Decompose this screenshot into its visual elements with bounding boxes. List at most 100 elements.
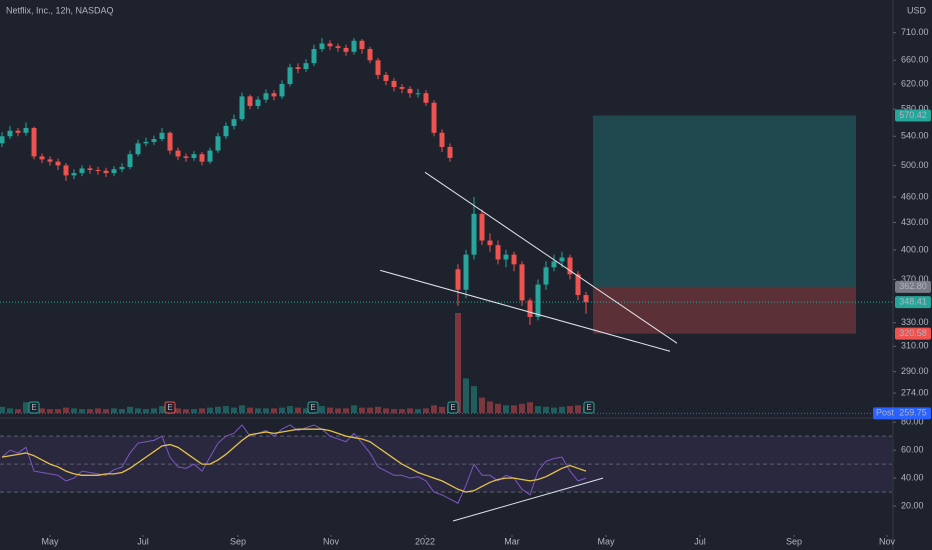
- volume-bar: [471, 386, 477, 413]
- volume-bar: [159, 406, 165, 413]
- y-tick-label: 660.00: [901, 55, 929, 65]
- volume-bar: [399, 409, 405, 413]
- rsi-line: [1, 424, 587, 504]
- volume-bar: [215, 406, 221, 413]
- volume-bar: [319, 406, 325, 413]
- currency: USD: [907, 5, 927, 15]
- candle-body: [127, 154, 133, 167]
- candle-body: [215, 136, 221, 151]
- volume-bar: [455, 313, 461, 413]
- y-tick-label: 620.00: [901, 78, 929, 88]
- volume-bar: [479, 397, 485, 413]
- volume-bar: [127, 406, 133, 413]
- y-tick-label: 400.00: [901, 244, 929, 254]
- candle-body: [119, 166, 125, 170]
- volume-bar: [383, 408, 389, 413]
- candle-body: [111, 169, 117, 174]
- x-tick-label: Nov: [323, 536, 340, 546]
- volume-bar: [183, 409, 189, 413]
- rsi-line: [1, 428, 587, 493]
- candle-body: [343, 47, 349, 52]
- volume-bar: [55, 409, 61, 413]
- volume-bar: [551, 407, 557, 413]
- candle-body: [135, 143, 141, 155]
- candle-body: [199, 154, 205, 162]
- candle-body: [407, 88, 413, 94]
- volume-bar: [255, 408, 261, 413]
- candle-body: [303, 63, 309, 70]
- y-tick-label: 310.00: [901, 341, 929, 351]
- candle-body: [327, 43, 333, 47]
- earnings-marker: [28, 401, 40, 414]
- candle-body: [271, 93, 277, 97]
- candle-body: [487, 240, 493, 246]
- post-tag: Post: [876, 408, 895, 418]
- candle-body: [335, 46, 341, 48]
- volume-bar: [111, 408, 117, 413]
- y-tick-label: 460.00: [901, 191, 929, 201]
- candle-body: [87, 168, 93, 170]
- volume-bar: [423, 408, 429, 413]
- candle-body: [495, 245, 501, 260]
- y-tick-label: 290.00: [901, 366, 929, 376]
- candle-body: [311, 49, 317, 64]
- volume-bar: [151, 408, 157, 413]
- candle-body: [151, 139, 157, 142]
- candle-body: [575, 274, 581, 296]
- candle-body: [359, 40, 365, 50]
- position-target: [593, 115, 856, 287]
- volume-bar: [135, 408, 141, 413]
- candle-body: [519, 264, 525, 301]
- volume-bar: [7, 408, 13, 413]
- volume-bar: [199, 408, 205, 413]
- candle-body: [367, 49, 373, 61]
- candle-body: [71, 173, 77, 176]
- volume-bar: [39, 408, 45, 413]
- y-tick-label: 500.00: [901, 160, 929, 170]
- volume-bar: [335, 408, 341, 413]
- volume-bar: [343, 408, 349, 413]
- earnings-label: E: [31, 403, 36, 412]
- earnings-label: E: [586, 403, 591, 412]
- volume-bar: [143, 409, 149, 413]
- y-tick-label: 580.00: [901, 104, 929, 114]
- candle-body: [399, 87, 405, 89]
- candle-body: [191, 154, 197, 158]
- candle-body: [295, 67, 301, 70]
- candle-body: [479, 213, 485, 241]
- candle-body: [183, 156, 189, 158]
- entry-box: [895, 280, 931, 293]
- earnings-marker: [307, 401, 319, 414]
- chart-title: Netflix, Inc., 12h, NASDAQ: [6, 5, 114, 15]
- candle-body: [39, 156, 45, 160]
- candle-body: [567, 257, 573, 275]
- candle-body: [503, 254, 509, 260]
- volume-bar: [23, 402, 29, 413]
- volume-bar: [87, 409, 93, 413]
- x-tick-label: Nov: [879, 536, 896, 546]
- last-price-box: [895, 296, 931, 309]
- volume-bar: [0, 406, 5, 413]
- candle-body: [431, 102, 437, 133]
- rsi-tick-label: 60.00: [901, 445, 924, 455]
- volume-bar: [487, 401, 493, 413]
- earnings-marker: [164, 401, 176, 414]
- target-label: 570.42: [899, 110, 927, 120]
- volume-bar: [559, 406, 565, 413]
- volume-bar: [207, 407, 213, 413]
- x-tick-label: Jul: [137, 536, 149, 546]
- y-tick-label: 710.00: [901, 27, 929, 37]
- candle-body: [287, 67, 293, 84]
- volume-bar: [439, 406, 445, 413]
- volume-bar: [175, 408, 181, 413]
- candle-body: [167, 132, 173, 151]
- volume-bar: [567, 406, 573, 413]
- x-tick-label: May: [41, 536, 59, 546]
- volume-bar: [407, 408, 413, 413]
- volume-bar: [575, 405, 581, 413]
- candle-body: [7, 130, 13, 137]
- candle-body: [583, 295, 589, 303]
- trendline: [379, 269, 671, 352]
- y-tick-label: 430.00: [901, 217, 929, 227]
